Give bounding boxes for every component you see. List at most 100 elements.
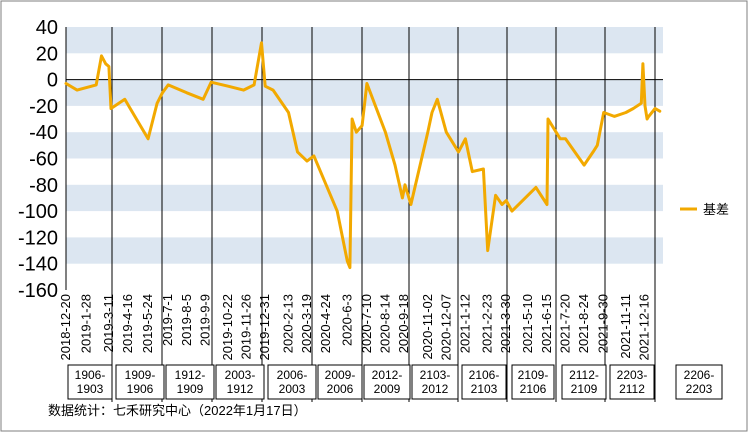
x-tick-label: 2021-11-11 [618, 294, 633, 359]
series-point-basis [100, 55, 103, 57]
x-tick-label: 2020-7-10 [359, 294, 374, 353]
y-tick-label: -100 [18, 201, 58, 223]
series-point-basis [486, 249, 489, 252]
series-point-basis [642, 63, 644, 65]
series-point-basis [355, 131, 358, 133]
series-point-basis [647, 115, 650, 118]
series-point-basis [559, 138, 561, 140]
series-point-basis [482, 168, 485, 170]
series-point-basis [394, 164, 396, 166]
y-tick-label: -60 [29, 149, 58, 171]
series-point-basis [253, 84, 255, 86]
series-point-basis [242, 89, 245, 91]
series-point-basis [431, 111, 433, 114]
series-point-basis [632, 107, 635, 110]
contract-box-label: 2003 [279, 382, 306, 396]
x-tick-label: 2020-9-18 [396, 294, 411, 353]
series-point-basis [161, 92, 164, 94]
contract-box: 2206-2203 [675, 364, 723, 400]
series-point-basis [296, 151, 299, 153]
series-point-basis [210, 81, 212, 83]
series-point-basis [527, 194, 529, 197]
series-point-basis [640, 102, 643, 105]
contract-box-label: 1909 [177, 382, 204, 396]
series-point-basis [436, 98, 439, 101]
contract-box: 2003-1912 [215, 364, 265, 400]
contract-box-label: 2103- [420, 368, 451, 382]
series-point-basis [596, 144, 599, 147]
contract-box-label: 2109- [518, 368, 549, 382]
contract-box-label: 2203- [617, 368, 648, 382]
series-point-basis [494, 194, 497, 197]
contract-box-label: 2009- [325, 368, 356, 382]
series-point-basis [366, 82, 368, 85]
series-point-basis [349, 266, 351, 269]
series-point-basis [186, 92, 188, 94]
x-tick-label: 2019-5-24 [140, 294, 155, 353]
x-tick-label: 2019-7-1 [160, 294, 175, 346]
x-tick-label: 2020-6-3 [339, 294, 354, 346]
contract-box: 1912-1909 [165, 364, 215, 400]
contract-box: 2103-2012 [411, 364, 459, 400]
series-point-basis [167, 84, 169, 86]
contract-box-label: 2006- [277, 368, 308, 382]
contract-box-label: 2106- [469, 368, 500, 382]
legend: 基差 [680, 202, 729, 217]
contract-box-frame [609, 364, 655, 400]
series-point-basis [505, 199, 508, 202]
series-point-basis [644, 105, 646, 107]
y-tick-label: 0 [47, 70, 58, 92]
contract-box: 2012-2009 [363, 364, 411, 400]
series-point-basis [583, 164, 585, 166]
series-point-basis [104, 63, 107, 65]
series-point-basis [546, 203, 548, 206]
series-point-basis [547, 118, 549, 120]
x-tick-label: 2018-12-20 [58, 294, 73, 361]
x-tick-label: 2021-1-12 [457, 294, 472, 353]
x-tick-label: 2020-12-07 [438, 294, 453, 361]
x-tick-label: 2019-12-31 [257, 294, 272, 361]
contract-box: 1909-1906 [115, 364, 165, 400]
series-point-basis [511, 210, 513, 212]
series-point-basis [313, 155, 315, 157]
x-tick-label: 2020-8-14 [377, 294, 392, 353]
x-tick-label: 2019-3-11 [101, 294, 116, 352]
x-tick-label: 2019-9-9 [197, 294, 212, 346]
x-tick-label: 2021-12-16 [636, 294, 651, 361]
contract-box: 2106-2103 [461, 364, 507, 400]
series-point-basis [427, 131, 429, 133]
series-point-basis [646, 118, 648, 120]
series-point-basis [445, 131, 448, 133]
x-tick-label: 2021-6-15 [539, 294, 554, 353]
contract-box-frame [67, 364, 113, 400]
source-note: 数据统计：七禾研究中心（2022年1月17日） [48, 403, 307, 418]
x-tick-label: 2019-4-16 [120, 294, 135, 353]
series-point-basis [592, 151, 594, 153]
series-point-basis [110, 107, 112, 110]
series-point-basis [147, 138, 149, 140]
series-point-basis [464, 138, 467, 140]
series-point-basis [336, 210, 339, 212]
contract-box-label: 1903 [77, 382, 104, 396]
x-tick-label: 2020-4-24 [318, 294, 333, 353]
series-point-basis [401, 197, 404, 199]
contract-box-label: 2009 [374, 382, 401, 396]
contract-box-label: 2112- [569, 368, 599, 382]
series-point-basis [602, 111, 605, 114]
y-tick-label: -40 [29, 122, 58, 144]
contract-box-label: 1912- [175, 368, 206, 382]
contract-box-frame [267, 364, 317, 400]
contract-box: 2203-2112 [609, 364, 655, 400]
x-tick-label: 2021-2-23 [480, 294, 495, 353]
series-point-basis [654, 107, 656, 110]
grid-band [66, 237, 663, 264]
grid-band [66, 184, 663, 212]
series-point-basis [471, 170, 474, 173]
grid-band [66, 27, 663, 54]
y-tick-label: 20 [36, 43, 58, 65]
series-point-basis [108, 65, 110, 68]
series-point-basis [457, 151, 460, 153]
series-point-basis [410, 203, 412, 206]
contract-box-label: 2106 [520, 382, 547, 396]
